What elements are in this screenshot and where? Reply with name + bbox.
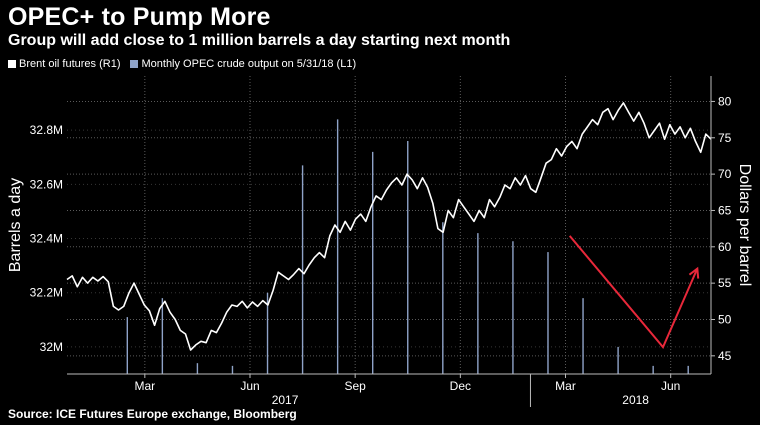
left-tick-label-0: 32M (40, 340, 63, 354)
legend-swatch-opec (130, 60, 139, 68)
brent-line (66, 102, 712, 351)
right-tick-label-1: 50 (718, 312, 732, 326)
right-tick-label-7: 80 (718, 94, 732, 108)
left-axis-title: Barrels a day (7, 178, 24, 272)
legend-item-brent: Brent oil futures (R1) (8, 58, 120, 70)
right-axis-title: Dollars per barrel (736, 164, 753, 287)
x-tick-label-5: Jun (661, 379, 680, 393)
chart-title: OPEC+ to Pump More (8, 3, 271, 31)
source-note: Source: ICE Futures Europe exchange, Blo… (8, 407, 297, 421)
annotation-arrow-head (688, 266, 700, 279)
left-tick-label-1: 32.2M (30, 286, 63, 300)
left-tick-label-3: 32.6M (30, 177, 63, 191)
right-tick-label-0: 45 (718, 349, 732, 363)
x-tick-label-1: Jun (240, 379, 259, 393)
legend-label-opec: Monthly OPEC crude output on 5/31/18 (L1… (141, 58, 357, 70)
year-label-0: 2017 (272, 393, 299, 407)
legend-swatch-brent (8, 60, 16, 68)
left-tick-label-2: 32.4M (30, 232, 63, 246)
right-tick-label-6: 75 (718, 131, 732, 145)
year-label-1: 2018 (622, 393, 649, 407)
chart-legend: Brent oil futures (R1) Monthly OPEC crud… (8, 58, 356, 70)
right-tick-label-4: 65 (718, 203, 732, 217)
legend-item-opec: Monthly OPEC crude output on 5/31/18 (L1… (130, 58, 356, 70)
annotation-arrow-line (568, 235, 699, 349)
x-tick-label-4: Mar (555, 379, 576, 393)
right-tick-label-5: 70 (718, 167, 732, 181)
right-tick-label-3: 60 (718, 240, 732, 254)
x-tick-label-3: Dec (450, 379, 471, 393)
x-tick-label-2: Sep (344, 379, 366, 393)
chart-subtitle: Group will add close to 1 million barrel… (8, 32, 511, 49)
left-tick-label-4: 32.8M (30, 123, 63, 137)
legend-label-brent: Brent oil futures (R1) (19, 58, 121, 70)
x-tick-label-0: Mar (134, 379, 155, 393)
right-tick-label-2: 55 (718, 276, 732, 290)
